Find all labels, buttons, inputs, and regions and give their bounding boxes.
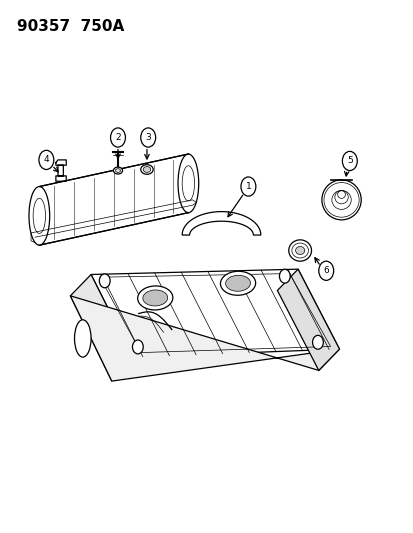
Ellipse shape bbox=[321, 180, 360, 220]
Polygon shape bbox=[39, 154, 188, 245]
Ellipse shape bbox=[288, 240, 311, 261]
Circle shape bbox=[110, 128, 125, 147]
Ellipse shape bbox=[295, 246, 304, 255]
Circle shape bbox=[318, 261, 333, 280]
Circle shape bbox=[132, 340, 143, 354]
Polygon shape bbox=[182, 212, 260, 235]
Circle shape bbox=[99, 274, 110, 288]
Polygon shape bbox=[70, 274, 132, 381]
Ellipse shape bbox=[29, 187, 50, 245]
Ellipse shape bbox=[225, 275, 250, 291]
Text: 90357  750A: 90357 750A bbox=[17, 19, 123, 34]
Ellipse shape bbox=[140, 165, 153, 174]
Ellipse shape bbox=[178, 154, 198, 213]
Text: 5: 5 bbox=[346, 157, 352, 165]
Ellipse shape bbox=[142, 290, 167, 306]
Circle shape bbox=[342, 151, 356, 171]
Text: 6: 6 bbox=[323, 266, 328, 275]
Circle shape bbox=[240, 177, 255, 196]
Text: 1: 1 bbox=[245, 182, 251, 191]
Circle shape bbox=[39, 150, 54, 169]
Ellipse shape bbox=[220, 271, 255, 295]
Text: 2: 2 bbox=[115, 133, 121, 142]
Text: 4: 4 bbox=[43, 156, 49, 164]
Ellipse shape bbox=[113, 167, 122, 174]
Circle shape bbox=[312, 335, 323, 349]
Polygon shape bbox=[70, 296, 339, 381]
Ellipse shape bbox=[74, 320, 91, 357]
Polygon shape bbox=[277, 269, 339, 370]
Circle shape bbox=[279, 269, 290, 283]
Polygon shape bbox=[91, 269, 339, 357]
Ellipse shape bbox=[115, 168, 120, 173]
Circle shape bbox=[140, 128, 155, 147]
Ellipse shape bbox=[143, 166, 150, 172]
Ellipse shape bbox=[138, 286, 172, 310]
Text: 3: 3 bbox=[145, 133, 151, 142]
